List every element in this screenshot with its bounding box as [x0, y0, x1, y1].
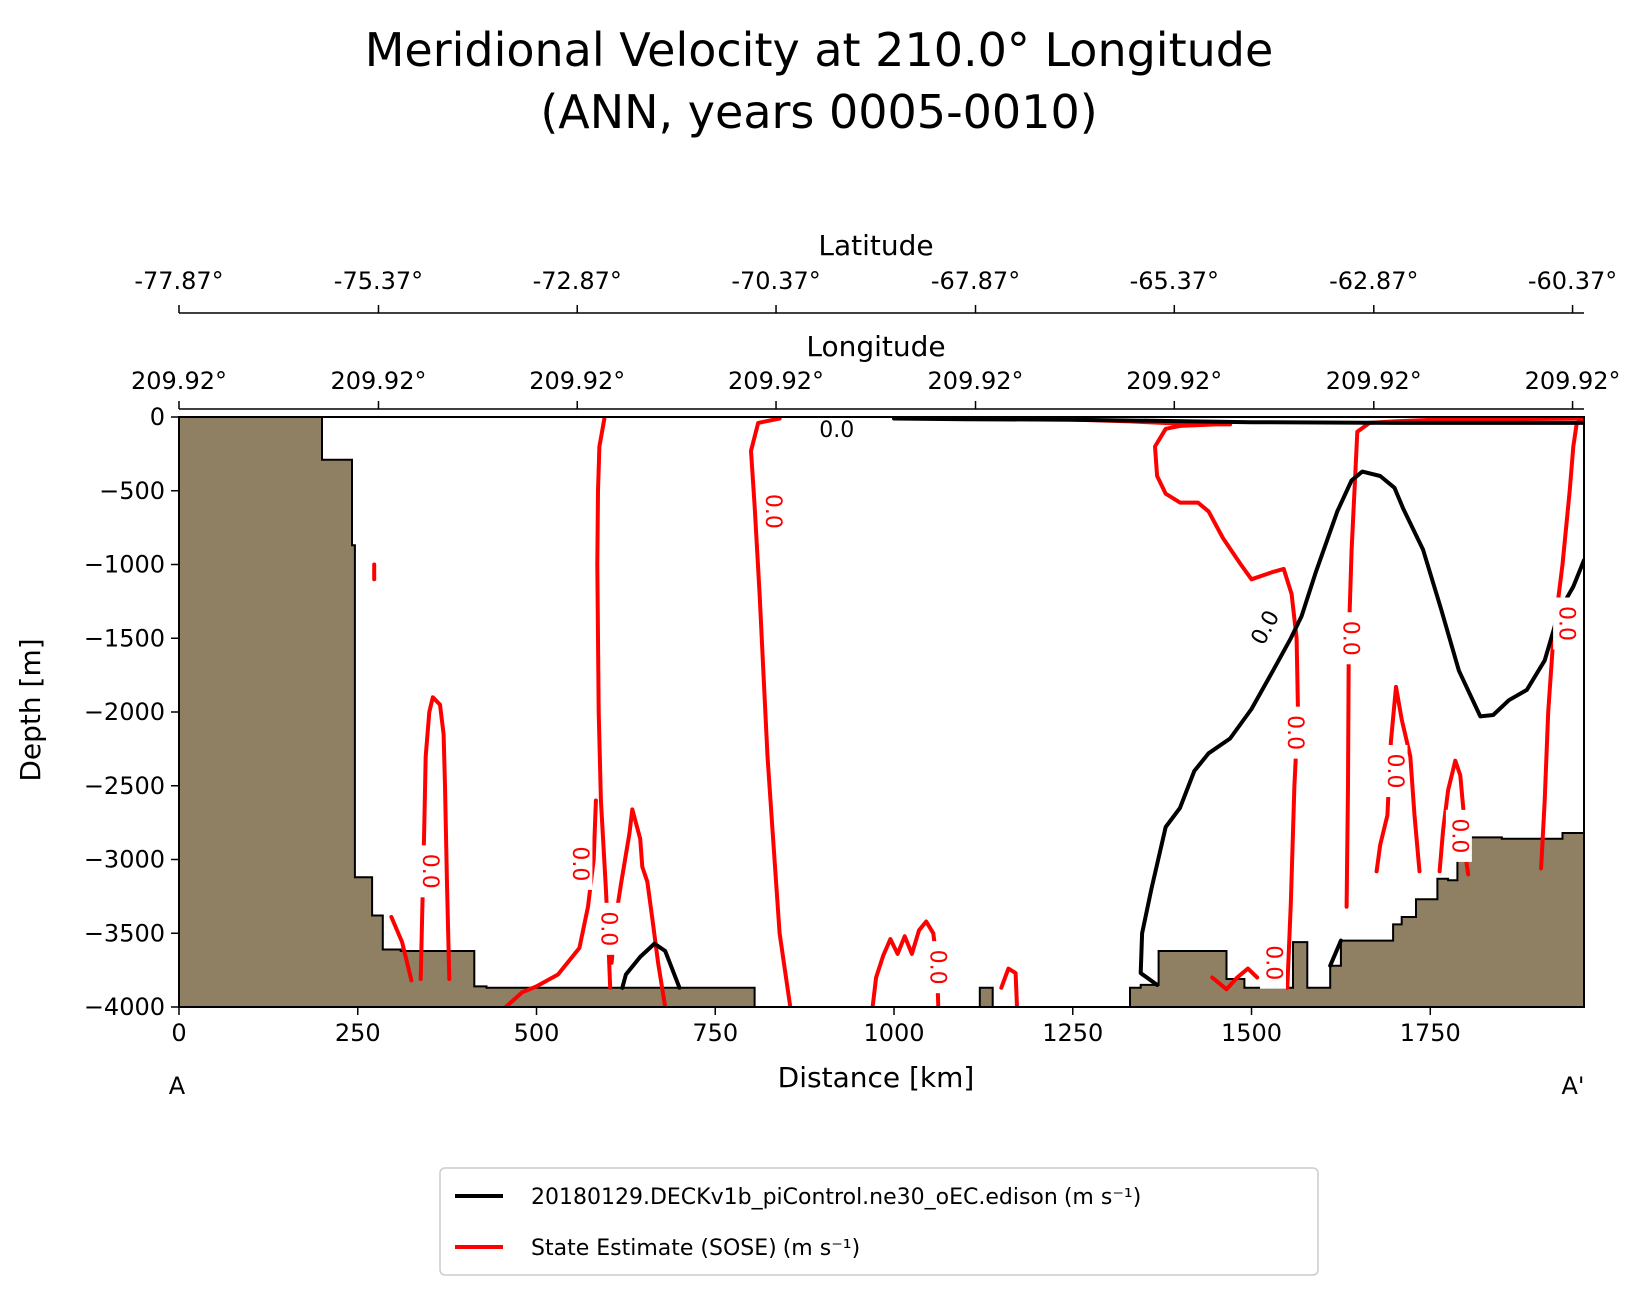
latitude-tick-label-4: -67.87°	[931, 267, 1020, 295]
latitude-tick-label-3: -70.37°	[731, 267, 820, 295]
sose-contour-label-bg-1	[416, 845, 443, 898]
model-contour-0	[892, 417, 1584, 425]
sose-contour-14	[1210, 966, 1260, 992]
longitude-tick-label-0: 209.92°	[131, 367, 227, 395]
legend-label-model: 20180129.DECKv1b_piControl.ne30_oEC.edis…	[531, 1185, 1141, 1210]
plot-frame	[178, 416, 1585, 1008]
latitude-axis-title: Latitude	[818, 229, 933, 262]
model-contour-2	[1138, 469, 1584, 987]
sose-contour-13	[389, 915, 414, 983]
y-tick-label-7: −3500	[84, 919, 165, 947]
legend-sose-name: State Estimate (SOSE)	[531, 1236, 777, 1261]
longitude-tick-label-7: 209.92°	[1525, 367, 1621, 395]
longitude-tick-label-2: 209.92°	[529, 367, 625, 395]
legend-model-units: (m s⁻¹)	[1064, 1185, 1141, 1210]
sose-contour-1	[749, 417, 793, 1007]
section-start-label: A	[169, 1072, 186, 1100]
y-axis: 0 −500 −1000 −1500 −2000 −2500 −3000 −3500 −4000	[84, 403, 179, 1021]
y-tick-label-6: −3000	[84, 846, 165, 874]
chart-title-line2: (ANN, years 0005-0010)	[540, 85, 1097, 139]
chart-title-line1: Meridional Velocity at 210.0° Longitude	[365, 23, 1274, 77]
latitude-tick-label-6: -62.87°	[1329, 267, 1418, 295]
latitude-tick-label-0: -77.87°	[134, 267, 223, 295]
latitude-tick-label-1: -75.37°	[334, 267, 423, 295]
longitude-tick-label-1: 209.92°	[330, 367, 426, 395]
bathymetry-fill	[179, 417, 1584, 1007]
sose-contour-label-bg-8	[1445, 809, 1472, 862]
x-axis-label: Distance [km]	[778, 1061, 975, 1094]
sose-contour-label-3: 0.0	[596, 911, 621, 946]
x-tick-label-3: 750	[692, 1019, 738, 1047]
plot-inner: 0.00.0 0.00.00.00.00.00.00.00.00.00.00.0	[179, 417, 1584, 1007]
sose-contour-label-8: 0.0	[1446, 818, 1471, 853]
y-axis-label: Depth [m]	[14, 638, 47, 781]
y-tick-label-0: 0	[150, 403, 165, 431]
model-contour-label-bg-0	[1243, 599, 1289, 657]
longitude-tick-label-3: 209.92°	[728, 367, 824, 395]
sose-contour-11	[1539, 417, 1584, 871]
sose-contour-label-6: 0.0	[1338, 621, 1363, 656]
latitude-axis: Latitude -77.87° -75.37° -72.87° -70.37° -67.…	[134, 229, 1617, 314]
longitude-tick-label-5: 209.92°	[1126, 367, 1222, 395]
sose-contour-label-0: 0.0	[760, 494, 785, 529]
y-tick-label-8: −4000	[84, 993, 165, 1021]
model-contour-3	[1328, 938, 1343, 968]
sose-contour-label-9: 0.0	[1554, 606, 1579, 641]
sose-contour-7	[1035, 417, 1300, 990]
sose-contour-0	[595, 417, 613, 990]
sose-contour-label-bg-3	[595, 902, 622, 955]
sose-contour-label-10: 0.0	[1260, 945, 1285, 980]
sose-contour-label-bg-2	[566, 837, 593, 890]
legend-model-name: 20180129.DECKv1b_piControl.ne30_oEC.edis…	[531, 1185, 1058, 1210]
sose-contour-label-bg-7	[1381, 745, 1408, 797]
sose-contour-label-bg-5	[1281, 706, 1308, 759]
sose-contour-label-bg-4	[923, 941, 950, 994]
sose-contour-label-7: 0.0	[1382, 754, 1407, 789]
sose-contour-label-2: 0.0	[567, 846, 592, 881]
model-contour-1	[620, 941, 682, 990]
sose-contour-3	[609, 807, 668, 1007]
model-contour-label-1: 0.0	[819, 418, 854, 443]
sose-contour-5	[870, 919, 941, 1007]
sose-contour-9	[1374, 684, 1422, 874]
sose-contour-label-1: 0.0	[417, 854, 442, 889]
x-tick-label-4: 1000	[863, 1019, 924, 1047]
plot-area: 0.00.0 0.00.00.00.00.00.00.00.00.00.00.0	[178, 416, 1585, 1008]
y-tick-label-5: −2500	[84, 772, 165, 800]
latitude-tick-label-2: -72.87°	[533, 267, 622, 295]
sose-contour-6	[999, 966, 1019, 1007]
x-tick-label-2: 500	[514, 1019, 560, 1047]
sose-contour-2	[503, 798, 598, 1007]
legend-label-sose: State Estimate (SOSE) (m s⁻¹)	[531, 1236, 860, 1261]
y-tick-label-3: −1500	[84, 624, 165, 652]
sose-contour-label-4: 0.0	[924, 950, 949, 985]
x-tick-label-7: 1750	[1400, 1019, 1461, 1047]
section-end-label: A'	[1561, 1072, 1584, 1100]
sose-contour-label-bg-0	[759, 485, 786, 538]
sose-contour-4	[418, 695, 452, 981]
sose-contour-8	[1344, 417, 1584, 909]
sose-contour-label-bg-9	[1553, 597, 1580, 650]
latitude-tick-label-7: -60.37°	[1528, 267, 1617, 295]
sose-contour-label-5: 0.0	[1282, 715, 1307, 750]
y-tick-label-4: −2000	[84, 698, 165, 726]
x-tick-label-1: 250	[335, 1019, 381, 1047]
longitude-tick-label-4: 209.92°	[928, 367, 1024, 395]
latitude-tick-label-5: -65.37°	[1130, 267, 1219, 295]
longitude-axis-title: Longitude	[806, 330, 945, 363]
sose-contour-label-bg-6	[1337, 612, 1364, 665]
x-tick-label-5: 1250	[1042, 1019, 1103, 1047]
legend: 20180129.DECKv1b_piControl.ne30_oEC.edis…	[439, 1167, 1319, 1276]
y-tick-label-2: −1000	[84, 551, 165, 579]
x-tick-label-0: 0	[171, 1019, 186, 1047]
longitude-tick-label-6: 209.92°	[1326, 367, 1422, 395]
longitude-axis: Longitude 209.92° 209.92° 209.92° 209.92° 209…	[131, 330, 1621, 410]
legend-sose-units: (m s⁻¹)	[783, 1236, 860, 1261]
sose-contour-label-bg-10	[1259, 936, 1286, 989]
y-tick-label-1: −500	[99, 477, 165, 505]
legend-box	[439, 1167, 1319, 1276]
x-tick-label-6: 1500	[1221, 1019, 1282, 1047]
x-axis: 0 250 500 750 1000 1250 1500 1750	[171, 1007, 1461, 1047]
